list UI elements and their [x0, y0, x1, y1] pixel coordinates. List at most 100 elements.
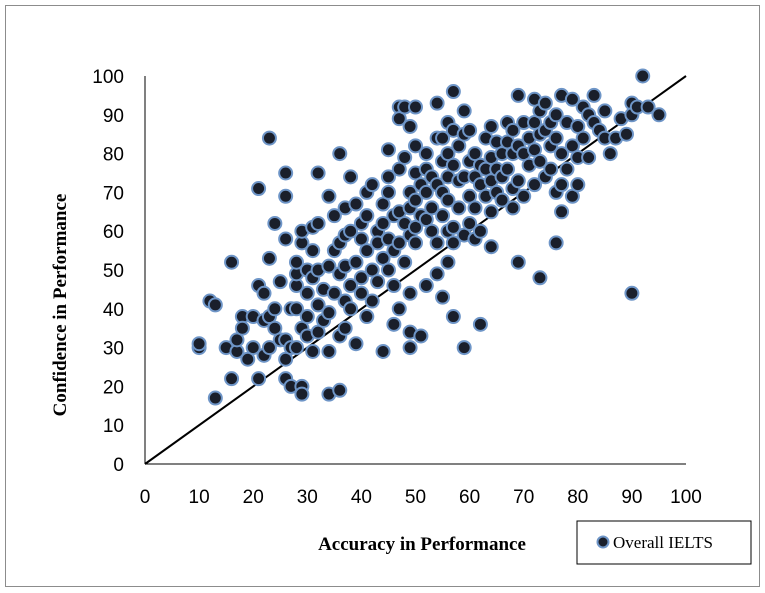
- x-tick-label: 60: [459, 487, 480, 508]
- data-point: [332, 146, 348, 162]
- data-point: [337, 320, 353, 336]
- data-point: [429, 95, 445, 111]
- data-point: [251, 181, 267, 197]
- data-point: [288, 340, 304, 356]
- data-point: [554, 177, 570, 193]
- data-point: [424, 200, 440, 216]
- data-point: [435, 130, 451, 146]
- data-point: [635, 68, 651, 84]
- y-tick-label: 0: [113, 455, 124, 476]
- data-point: [256, 285, 272, 301]
- data-point: [207, 297, 223, 313]
- data-point: [618, 126, 634, 142]
- x-tick-label: 70: [513, 487, 534, 508]
- data-point: [359, 309, 375, 325]
- data-point: [364, 293, 380, 309]
- data-point: [386, 278, 402, 294]
- data-point: [559, 161, 575, 177]
- data-point: [278, 165, 294, 181]
- data-point: [456, 103, 472, 119]
- data-point: [310, 297, 326, 313]
- data-point: [532, 270, 548, 286]
- data-point: [326, 208, 342, 224]
- y-tick-label: 80: [103, 145, 124, 166]
- y-tick-label: 40: [103, 300, 124, 321]
- data-point: [353, 285, 369, 301]
- data-point: [343, 223, 359, 239]
- data-point: [435, 289, 451, 305]
- data-point: [445, 309, 461, 325]
- data-point: [321, 258, 337, 274]
- data-point: [467, 200, 483, 216]
- data-point: [527, 177, 543, 193]
- data-point: [429, 266, 445, 282]
- data-point: [408, 138, 423, 154]
- data-point: [245, 340, 261, 356]
- y-tick-labels: 0 10 20 30 40 50 60 70 80 90 100: [92, 67, 124, 476]
- data-point: [321, 188, 337, 204]
- data-point: [581, 149, 597, 165]
- data-points: [191, 68, 667, 406]
- data-point: [272, 274, 288, 290]
- y-tick-label: 50: [103, 261, 124, 282]
- data-point: [343, 169, 359, 185]
- data-point: [510, 254, 526, 270]
- chart-frame: [5, 5, 760, 587]
- data-point: [348, 254, 364, 270]
- data-point: [402, 118, 418, 134]
- data-point: [288, 301, 304, 317]
- reference-line: [144, 75, 687, 465]
- data-point: [532, 153, 548, 169]
- y-tick-label: 90: [103, 106, 124, 127]
- y-tick-label: 100: [92, 67, 124, 88]
- x-tick-label: 50: [405, 487, 426, 508]
- data-point: [510, 173, 526, 189]
- data-point: [278, 188, 294, 204]
- data-point: [445, 157, 461, 173]
- data-point: [624, 285, 640, 301]
- data-point: [380, 169, 396, 185]
- data-point: [305, 243, 321, 259]
- data-point: [278, 231, 294, 247]
- data-point: [505, 122, 521, 138]
- data-point: [305, 343, 321, 359]
- data-point: [343, 278, 359, 294]
- x-tick-labels: 0 10 20 30 40 50 60 70 80 90 100: [140, 487, 702, 508]
- data-point: [343, 301, 359, 317]
- reference-line-group: [144, 75, 687, 465]
- y-axis-title: Confidence in Performance: [50, 194, 71, 417]
- data-point: [499, 161, 515, 177]
- data-point: [429, 235, 445, 251]
- data-point: [408, 99, 423, 115]
- data-point: [375, 343, 391, 359]
- legend: Overall IELTS: [576, 520, 752, 565]
- data-point: [191, 336, 207, 352]
- data-point: [310, 215, 326, 231]
- x-tick-label: 0: [140, 487, 151, 508]
- data-point: [288, 254, 304, 270]
- y-tick-label: 10: [103, 416, 124, 437]
- data-point: [375, 215, 391, 231]
- data-point: [402, 285, 418, 301]
- data-point: [413, 328, 429, 344]
- x-tick-label: 90: [621, 487, 642, 508]
- data-point: [640, 99, 656, 115]
- data-point: [261, 250, 277, 266]
- data-point: [391, 301, 407, 317]
- data-point: [451, 200, 467, 216]
- data-point: [251, 371, 267, 387]
- data-point: [483, 204, 499, 220]
- y-tick-label: 30: [103, 339, 124, 360]
- data-point: [418, 184, 434, 200]
- y-tick-label: 70: [103, 183, 124, 204]
- data-point: [353, 270, 369, 286]
- data-point: [494, 192, 510, 208]
- data-point: [586, 87, 602, 103]
- data-point: [548, 107, 564, 123]
- data-point: [207, 390, 223, 406]
- data-point: [321, 305, 337, 321]
- data-point: [267, 215, 283, 231]
- data-point: [651, 107, 667, 123]
- data-point: [348, 336, 364, 352]
- data-point: [472, 316, 488, 332]
